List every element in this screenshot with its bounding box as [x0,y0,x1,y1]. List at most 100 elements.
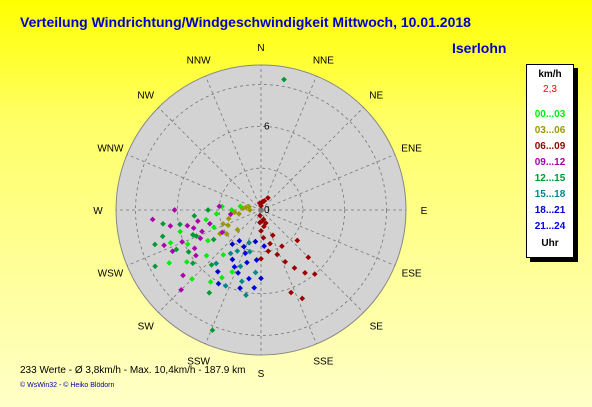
data-point [236,211,242,217]
legend-item: 21...24 [534,221,566,232]
data-point [178,287,184,293]
data-point [252,269,259,276]
direction-label: SW [138,321,155,332]
data-point [177,221,183,228]
data-point [281,76,287,83]
data-point [258,228,264,234]
data-point [149,216,156,223]
data-point [227,250,234,257]
data-point [229,269,235,275]
data-point [223,231,230,237]
data-point [246,203,252,210]
direction-labels: N NNE NE ENE E ESE SE SSE S SSW SW WSW W WNW NW NNW [93,43,427,380]
data-point [236,238,243,244]
direction-label: ESE [402,268,422,279]
time-legend: km/h 2,3 00...03 03...06 06...09 09...12 12.… [526,64,574,258]
data-point [189,276,195,282]
spoke-line [260,209,364,313]
direction-label: ENE [401,144,422,155]
data-point [244,259,250,266]
legend-items: 00...03 03...06 06...09 09...12 12...15 15...… [527,107,573,235]
data-point [183,259,190,265]
data-point [207,279,214,285]
direction-label: WSW [98,268,124,279]
data-point [195,218,201,224]
direction-label: NNE [313,55,334,66]
ring-label: 0 [264,205,270,216]
direction-label: E [421,206,428,217]
data-point [246,239,252,246]
legend-item: 00...03 [534,109,566,120]
spoke-line [158,107,262,211]
spoke-line [260,75,317,211]
data-point [197,235,204,242]
direction-label: WNW [97,144,124,155]
spoke-line [260,209,396,266]
legend-item: 15...18 [534,189,566,200]
data-point [203,252,210,259]
data-point [210,236,217,243]
legend-unit: km/h [538,69,562,80]
data-point [274,251,281,258]
data-point [288,289,294,296]
data-point [257,212,263,219]
chart-title: Verteilung Windrichtung/Windgeschwindigk… [20,14,471,30]
data-point [184,241,191,248]
data-point [311,271,318,277]
data-point [190,225,197,231]
data-point [261,243,267,249]
spoke-line [205,75,262,211]
speed-ring [218,167,304,253]
data-point [209,327,216,334]
direction-label: NE [369,91,383,102]
legend-footer: Uhr [541,238,559,249]
direction-label: NW [137,91,154,102]
direction-label: SSW [187,357,210,368]
data-point [242,250,249,257]
direction-label: SSE [313,357,333,368]
data-point [231,264,238,270]
data-point [167,240,174,246]
data-point [229,241,236,248]
data-point [219,274,225,281]
data-point [267,240,273,247]
data-point [259,218,265,224]
data-point [215,280,222,287]
data-point [190,260,196,267]
data-point [193,252,199,259]
data-point [265,195,271,201]
legend-value: 2,3 [543,84,557,95]
data-point [235,270,241,276]
data-point [220,252,227,258]
data-point [269,232,276,239]
data-point [225,222,231,229]
data-point [225,215,232,222]
data-point [213,211,220,217]
data-point [199,228,205,235]
data-point [213,260,220,267]
data-point [220,221,226,227]
data-point [203,216,209,223]
data-point [239,278,245,285]
ring-labels: 06 [264,121,270,216]
data-point [171,207,178,213]
data-point [180,272,186,279]
data-point [305,254,312,261]
data-point [262,220,269,226]
data-point [279,243,285,250]
stats-line: 233 Werte - Ø 3,8km/h - Max. 10,4km/h - … [20,365,246,376]
data-point [234,248,241,254]
location-label: Iserlohn [452,40,507,56]
data-point [152,263,158,270]
data-point [258,275,264,282]
data-point [258,255,264,262]
direction-label: W [93,206,103,217]
speed-ring [176,125,346,295]
legend-item: 18...21 [534,205,566,216]
data-point [253,257,260,263]
data-point [237,263,244,270]
data-point [219,229,226,236]
spoke-line [126,154,262,211]
data-point [222,282,229,289]
